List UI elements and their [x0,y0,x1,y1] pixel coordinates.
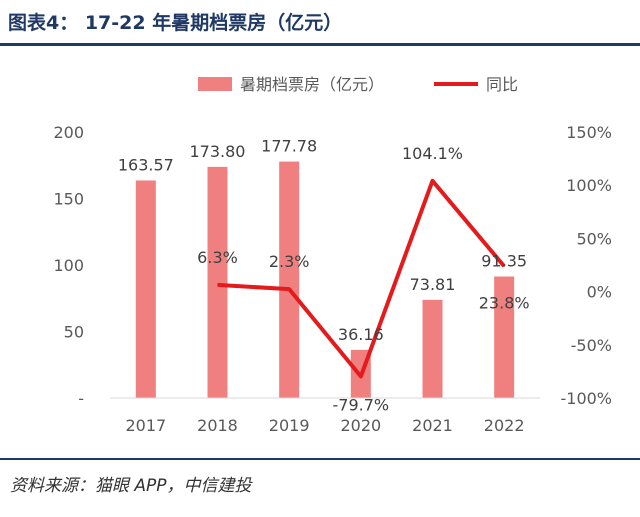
header-rule [0,43,640,46]
chart-legend: 暑期档票房（亿元） 同比 [198,75,518,94]
bar [135,180,156,398]
figure-header: 图表4： 17-22 年暑期档票房（亿元） [0,0,640,46]
bar-value-label: 177.78 [261,137,317,156]
bar-value-label: 163.57 [118,155,174,174]
y-right-tick-label: 100% [566,176,612,195]
figure-title: 图表4： 17-22 年暑期档票房（亿元） [8,12,343,34]
bar-series [135,161,515,398]
footer-rule [0,458,640,460]
bar-value-label: 73.81 [410,275,456,294]
data-labels: 163.57 173.80 177.78 36.16 73.81 91.35 6.3% 2.3… [118,137,530,415]
y-right-tick-label: 0% [587,283,612,302]
y-left-tick-label: 50 [64,323,84,342]
line-series [217,178,506,379]
y-left-tick-label: 150 [53,190,84,209]
yoy-value-label: 2.3% [269,252,310,271]
x-tick-label: 2022 [484,416,525,435]
yoy-value-label: 6.3% [197,248,238,267]
yoy-value-label: 23.8% [479,293,530,312]
yoy-value-label: 104.1% [402,144,463,163]
y-left-tick-label: 100 [53,256,84,275]
bar-value-label: 36.16 [338,325,384,344]
y-right-tick-label: 150% [566,123,612,142]
legend-bar-label: 暑期档票房（亿元） [240,75,384,94]
legend-bar-swatch [198,77,232,91]
bar [422,299,443,398]
x-axis: 2017 2018 2019 2020 2021 2022 [110,397,540,435]
yoy-line [217,178,506,379]
bar-value-label: 91.35 [481,252,527,271]
x-tick-label: 2019 [269,416,310,435]
bar [494,276,515,398]
yoy-value-label: -79.7% [333,395,390,414]
legend-line-label: 同比 [486,75,518,94]
y-right-tick-label: -50% [571,336,612,355]
y-right-tick-label: -100% [560,389,612,408]
y-left-tick-label: - [78,389,84,408]
x-tick-label: 2017 [125,416,166,435]
combo-chart: 暑期档票房（亿元） 同比 2017 2018 2019 2020 2021 2022 163… [53,75,612,435]
y-axis-left: - 50 100 150 200 [53,123,84,408]
y-right-tick-label: 50% [576,229,612,248]
y-axis-right: -100% -50% 0% 50% 100% 150% [560,123,612,408]
x-tick-label: 2021 [412,416,453,435]
bar [207,166,228,398]
y-left-tick-label: 200 [53,123,84,142]
bar [279,161,300,398]
x-tick-label: 2020 [340,416,381,435]
bar-value-label: 173.80 [190,142,246,161]
source-note: 资料来源：猫眼 APP，中信建投 [10,476,252,496]
x-tick-label: 2018 [197,416,238,435]
